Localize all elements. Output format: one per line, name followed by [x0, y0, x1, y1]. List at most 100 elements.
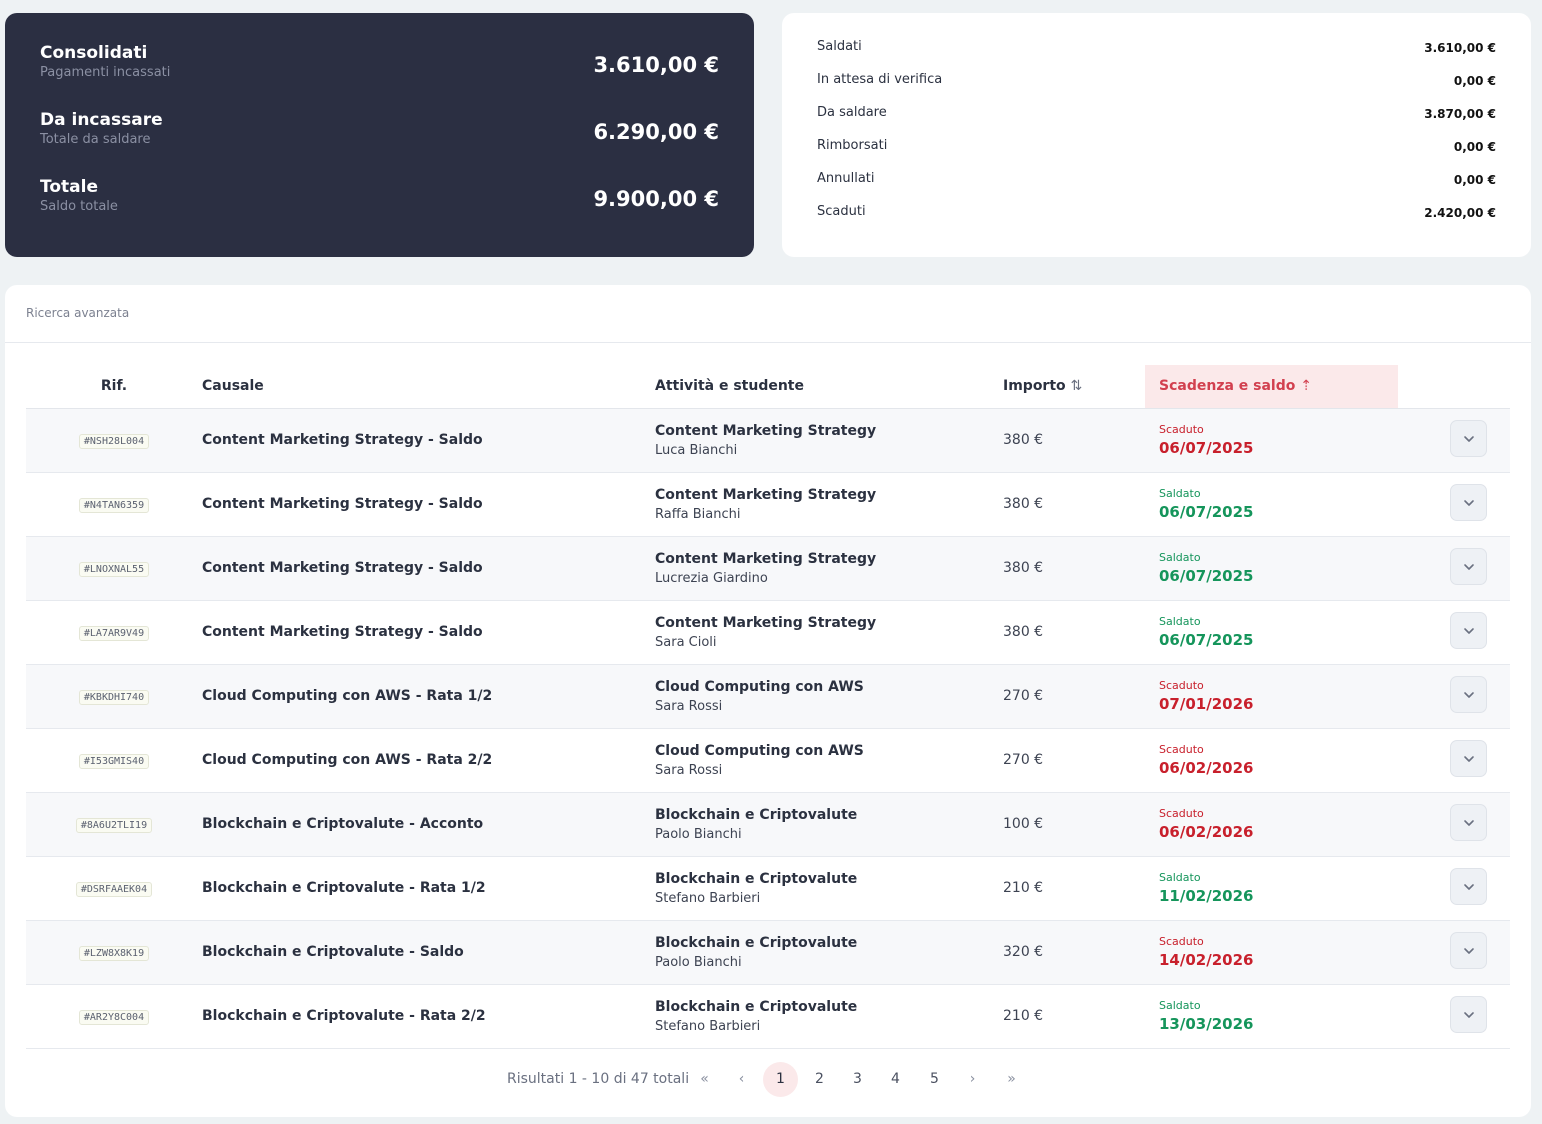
activity-name: Content Marketing Strategy	[655, 550, 877, 567]
summary-title: Consolidati	[40, 43, 148, 63]
summary-value: 9.900,00 €	[593, 187, 719, 211]
first-page-button[interactable]: «	[700, 1071, 709, 1087]
reference-code: #N4TAN6359	[78, 497, 150, 513]
cell-attivita: Cloud Computing con AWS Sara Rossi	[655, 664, 1003, 729]
table-row[interactable]: #AR2Y8C004 Blockchain e Criptovalute - Ra…	[26, 984, 1510, 1049]
breakdown-label: Rimborsati	[817, 138, 888, 153]
chevron-down-icon	[1463, 627, 1474, 634]
cell-scadenza: Saldato 06/07/2025	[1145, 472, 1398, 537]
cell-rif: #LZW8X8K19	[26, 920, 202, 985]
cell-importo: 380 €	[1003, 600, 1145, 665]
column-header-scadenza[interactable]: Scadenza e saldo ⇡	[1145, 365, 1398, 409]
table-row[interactable]: #NSH28L004 Content Marketing Strategy - S…	[26, 408, 1510, 473]
advanced-search-toggle[interactable]: Ricerca avanzata	[5, 285, 1531, 343]
column-header-rif: Rif.	[26, 365, 202, 409]
table-row[interactable]: #DSRFAAEK04 Blockchain e Criptovalute - R…	[26, 856, 1510, 921]
summary-title: Totale	[40, 177, 98, 197]
expand-row-button[interactable]	[1449, 675, 1487, 713]
cell-attivita: Content Marketing Strategy Lucrezia Giard…	[655, 536, 1003, 601]
breakdown-value: 3.870,00 €	[1424, 107, 1496, 121]
cell-actions	[1398, 920, 1510, 985]
table-row[interactable]: #LNOXNAL55 Content Marketing Strategy - S…	[26, 536, 1510, 601]
student-name: Paolo Bianchi	[655, 954, 742, 970]
cell-actions	[1398, 984, 1510, 1049]
activity-name: Blockchain e Criptovalute	[655, 998, 858, 1015]
reference-code: #I53GMIS40	[78, 753, 150, 769]
expand-row-button[interactable]	[1449, 995, 1487, 1033]
chevron-down-icon	[1463, 883, 1474, 890]
activity-name: Cloud Computing con AWS	[655, 742, 864, 759]
reference-code: #AR2Y8C004	[78, 1009, 150, 1025]
activity-name: Blockchain e Criptovalute	[655, 934, 858, 951]
cell-causale: Cloud Computing con AWS - Rata 2/2	[202, 728, 655, 793]
cell-attivita: Content Marketing Strategy Luca Bianchi	[655, 408, 1003, 473]
next-page-button[interactable]: ›	[969, 1071, 976, 1087]
cell-scadenza: Scaduto 06/02/2026	[1145, 792, 1398, 857]
reference-code: #DSRFAAEK04	[75, 881, 153, 897]
cell-scadenza: Scaduto 06/07/2025	[1145, 408, 1398, 473]
table-row[interactable]: #KBKDHI740 Cloud Computing con AWS - Rata…	[26, 664, 1510, 729]
expand-row-button[interactable]	[1449, 547, 1487, 585]
student-name: Stefano Barbieri	[655, 1018, 761, 1034]
breakdown-row: Da saldare 3.870,00 €	[817, 105, 1496, 138]
expand-row-button[interactable]	[1449, 419, 1487, 457]
page-button-5[interactable]: 5	[930, 1071, 939, 1087]
table-row[interactable]: #N4TAN6359 Content Marketing Strategy - S…	[26, 472, 1510, 537]
cell-attivita: Blockchain e Criptovalute Stefano Barbier…	[655, 856, 1003, 921]
column-header-importo[interactable]: Importo ⇅	[1003, 365, 1145, 409]
expand-row-button[interactable]	[1449, 739, 1487, 777]
cell-importo: 380 €	[1003, 408, 1145, 473]
activity-name: Blockchain e Criptovalute	[655, 870, 858, 887]
chevron-down-icon	[1463, 499, 1474, 506]
activity-name: Content Marketing Strategy	[655, 422, 877, 439]
student-name: Raffa Bianchi	[655, 506, 741, 522]
page-button-4[interactable]: 4	[891, 1071, 900, 1087]
expand-row-button[interactable]	[1449, 931, 1487, 969]
status-label: Saldato	[1159, 615, 1201, 628]
breakdown-label: Da saldare	[817, 105, 887, 120]
breakdown-value: 3.610,00 €	[1424, 41, 1496, 55]
cell-causale: Blockchain e Criptovalute - Saldo	[202, 920, 655, 985]
cell-rif: #LA7AR9V49	[26, 600, 202, 665]
reference-code: #8A6U2TLI19	[75, 817, 153, 833]
expand-row-button[interactable]	[1449, 867, 1487, 905]
expand-row-button[interactable]	[1449, 483, 1487, 521]
cell-actions	[1398, 728, 1510, 793]
table-row[interactable]: #I53GMIS40 Cloud Computing con AWS - Rata…	[26, 728, 1510, 793]
chevron-down-icon	[1463, 947, 1474, 954]
breakdown-label: Scaduti	[817, 204, 866, 219]
cell-scadenza: Scaduto 14/02/2026	[1145, 920, 1398, 985]
payments-panel: Ricerca avanzata Rif. Causale Attività e…	[5, 285, 1531, 1117]
cell-causale: Cloud Computing con AWS - Rata 1/2	[202, 664, 655, 729]
table-row[interactable]: #LZW8X8K19 Blockchain e Criptovalute - Sa…	[26, 920, 1510, 985]
status-label: Scaduto	[1159, 679, 1204, 692]
previous-page-button[interactable]: ‹	[738, 1071, 745, 1087]
breakdown-label: Annullati	[817, 171, 875, 186]
advanced-search-label: Ricerca avanzata	[26, 306, 130, 320]
due-date: 07/01/2026	[1159, 695, 1254, 713]
cell-rif: #8A6U2TLI19	[26, 792, 202, 857]
student-name: Luca Bianchi	[655, 442, 738, 458]
cell-causale: Content Marketing Strategy - Saldo	[202, 536, 655, 601]
breakdown-value: 2.420,00 €	[1424, 206, 1496, 220]
table-row[interactable]: #8A6U2TLI19 Blockchain e Criptovalute - A…	[26, 792, 1510, 857]
column-header-actions	[1398, 365, 1510, 409]
last-page-button[interactable]: »	[1007, 1071, 1016, 1087]
payments-table: Rif. Causale Attività e studente Importo…	[26, 365, 1510, 1049]
page-button-3[interactable]: 3	[853, 1071, 862, 1087]
cell-importo: 270 €	[1003, 664, 1145, 729]
page-button-2[interactable]: 2	[815, 1071, 824, 1087]
page-button-1[interactable]: 1	[763, 1062, 798, 1097]
breakdown-label: In attesa di verifica	[817, 72, 943, 87]
expand-row-button[interactable]	[1449, 803, 1487, 841]
due-date: 06/07/2025	[1159, 439, 1254, 457]
breakdown-row: Rimborsati 0,00 €	[817, 138, 1496, 171]
expand-row-button[interactable]	[1449, 611, 1487, 649]
cell-causale: Blockchain e Criptovalute - Rata 2/2	[202, 984, 655, 1049]
student-name: Sara Rossi	[655, 698, 723, 714]
status-label: Scaduto	[1159, 807, 1204, 820]
summary-row: Da incassare Totale da saldare 6.290,00 €	[40, 110, 719, 177]
table-row[interactable]: #LA7AR9V49 Content Marketing Strategy - S…	[26, 600, 1510, 665]
student-name: Stefano Barbieri	[655, 890, 761, 906]
